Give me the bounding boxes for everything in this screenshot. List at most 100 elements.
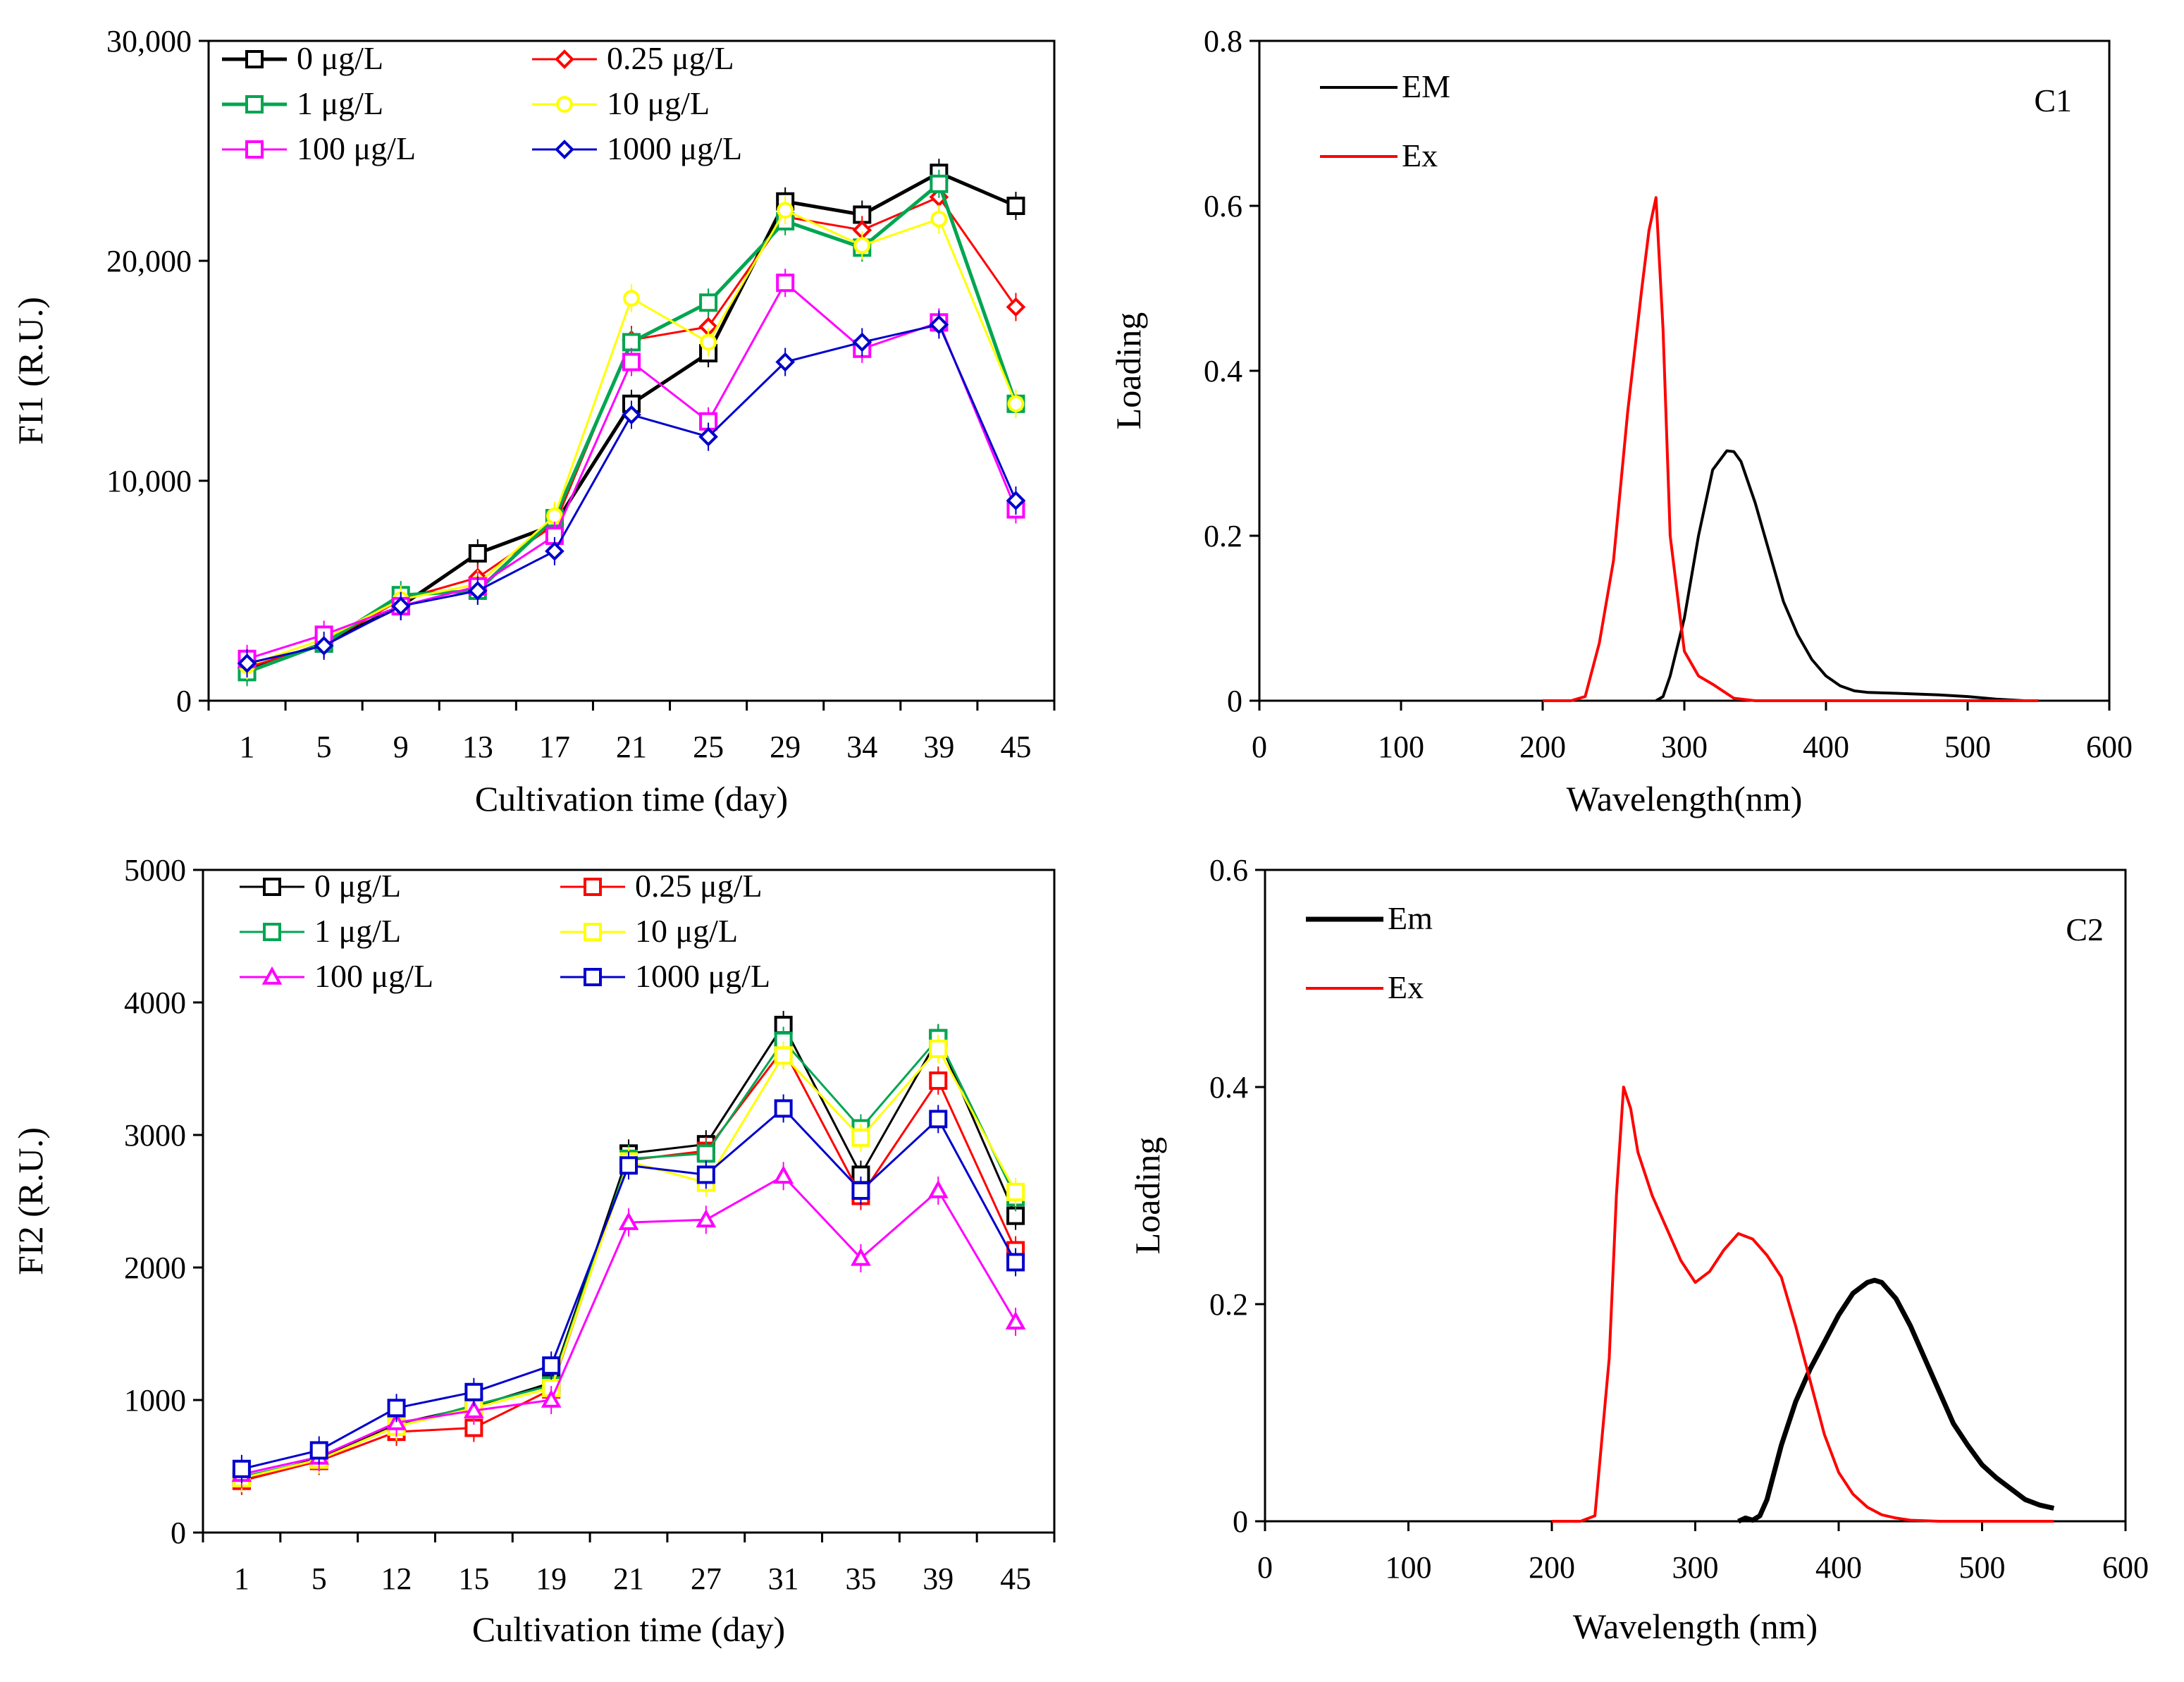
fi2-ytick-label: 3000 — [124, 1118, 186, 1153]
fi1-data-point — [622, 352, 641, 372]
c2-legend-label: Em — [1388, 900, 1433, 936]
c1-ytick-label: 0.8 — [1204, 24, 1242, 59]
c2-x-axis-label: Wavelength (nm) — [1573, 1607, 1818, 1646]
fi1-legend-marker — [245, 95, 264, 113]
fi1-data-point — [1006, 491, 1026, 510]
fi1-data-point — [1006, 297, 1026, 317]
fi2-xtick-label: 15 — [458, 1561, 489, 1596]
fi2-legend-item: 0.25 μg/L — [560, 868, 763, 904]
fi1-series-line — [247, 209, 1017, 667]
fi2-legend-label: 1000 μg/L — [635, 958, 770, 994]
fi1-legend-marker — [555, 140, 574, 159]
fi1-legend-label: 0 μg/L — [297, 40, 383, 76]
fi1-xtick-label: 5 — [316, 730, 332, 764]
fi1-y-axis-label: FI1 (R.U.) — [11, 297, 50, 445]
fi2-ytick-label: 0 — [171, 1516, 186, 1550]
fi2-ytick-label: 4000 — [124, 986, 186, 1020]
fi1-xtick-label: 34 — [846, 730, 877, 764]
c1-ytick-label: 0.4 — [1204, 354, 1242, 388]
c2-xtick-label: 600 — [2102, 1550, 2149, 1585]
fi2-series-2 — [232, 1024, 1025, 1492]
fi2-x-axis-label: Cultivation time (day) — [472, 1609, 785, 1649]
fi2-xtick-label: 31 — [768, 1561, 799, 1596]
fi1-data-point — [852, 332, 872, 352]
fi1-legend-marker — [555, 49, 574, 69]
fi1-data-point — [930, 210, 948, 228]
fi1-ytick-label: 10,000 — [106, 464, 192, 498]
c1-xtick-label: 600 — [2086, 730, 2133, 764]
fi2-legend-item: 1 μg/L — [240, 913, 401, 949]
fi2-data-point — [929, 1110, 948, 1129]
fi1-legend-label: 100 μg/L — [297, 130, 416, 166]
c1-chart: 0 0.2 0.4 0.6 0.8 0 100 200 300 400 500 600 Waveleng… — [1109, 24, 2133, 818]
c2-plot-frame — [1264, 868, 2127, 1523]
fi1-data-point — [1006, 197, 1025, 215]
c2-ytick-label: 0.2 — [1209, 1287, 1248, 1322]
fi2-data-point — [463, 1399, 484, 1418]
c1-ytick-label: 0 — [1227, 684, 1242, 718]
fi2-data-point — [387, 1399, 406, 1418]
fi2-data-point — [774, 1099, 793, 1118]
c2-ytick-label: 0.6 — [1209, 853, 1248, 888]
fi1-xtick-label: 13 — [462, 730, 493, 764]
fi1-data-point — [775, 352, 796, 372]
c1-xtick-label: 300 — [1661, 730, 1708, 764]
c2-xtick-label: 0 — [1257, 1550, 1273, 1585]
fi1-legend-label: 0.25 μg/L — [607, 40, 734, 76]
fi2-data-point — [696, 1144, 715, 1163]
fi2-series-5 — [232, 1094, 1025, 1483]
fi2-data-point — [232, 1459, 251, 1478]
c1-x-axis-label: Wavelength(nm) — [1567, 779, 1803, 818]
c2-series-line — [1737, 1277, 2055, 1524]
c2-xtick-label: 100 — [1386, 1550, 1432, 1585]
fi1-data-point — [622, 333, 641, 352]
c2-legend-item: Ex — [1306, 969, 1424, 1005]
fi2-xtick-label: 39 — [923, 1561, 954, 1596]
fi1-data-point — [1007, 395, 1025, 412]
fi1-series-1 — [237, 183, 1026, 682]
fi2-data-point — [1005, 1310, 1026, 1330]
fi2-legend-label: 0.25 μg/L — [635, 868, 763, 904]
c2-series-line — [1552, 1086, 2054, 1523]
fi2-legend-label: 10 μg/L — [635, 913, 738, 949]
fi2-data-point — [773, 1165, 794, 1184]
fi2-data-point — [309, 1441, 328, 1460]
c2-series-0 — [1737, 1277, 2055, 1524]
c2-y-axis-label: Loading — [1128, 1137, 1167, 1255]
fi1-data-point — [545, 541, 564, 561]
fi1-xtick-label: 21 — [616, 730, 647, 764]
fi2-legend-marker — [584, 923, 602, 941]
c1-plot-frame — [1258, 39, 2111, 702]
fi1-series-5 — [237, 310, 1026, 677]
fi2-data-point — [851, 1247, 871, 1266]
fi1-legend-marker — [245, 140, 264, 159]
fi2-data-point — [1006, 1182, 1025, 1201]
c1-ytick-label: 0.2 — [1204, 519, 1242, 553]
fi1-ytick-label: 30,000 — [106, 24, 192, 59]
fi2-data-point — [929, 1039, 948, 1058]
fi1-ytick-label: 20,000 — [106, 244, 192, 278]
fi2-xtick-label: 35 — [845, 1561, 876, 1596]
fi1-legend-marker — [245, 50, 264, 68]
c1-series-line — [1655, 449, 2025, 702]
fi1-data-point — [467, 581, 488, 601]
c1-y-axis-label: Loading — [1109, 312, 1148, 430]
fi2-data-point — [618, 1211, 639, 1230]
fi2-data-point — [929, 1071, 948, 1090]
fi2-legend-marker — [263, 923, 281, 941]
fi2-xtick-label: 12 — [381, 1561, 412, 1596]
fi1-data-point — [237, 653, 257, 673]
fi1-xtick-label: 17 — [539, 730, 570, 764]
c1-xtick-label: 0 — [1252, 730, 1267, 764]
fi2-legend-item: 1000 μg/L — [560, 958, 770, 994]
fi2-data-point — [851, 1181, 870, 1200]
c2-xtick-label: 300 — [1672, 1550, 1719, 1585]
c1-series-0 — [1655, 449, 2025, 702]
fi1-legend-item: 0 μg/L — [222, 40, 383, 76]
c2-legend-item: Em — [1306, 900, 1433, 936]
fi2-xtick-label: 21 — [613, 1561, 644, 1596]
fi1-data-point — [698, 426, 718, 447]
fi2-data-point — [851, 1128, 870, 1147]
fi2-data-point — [464, 1382, 483, 1401]
